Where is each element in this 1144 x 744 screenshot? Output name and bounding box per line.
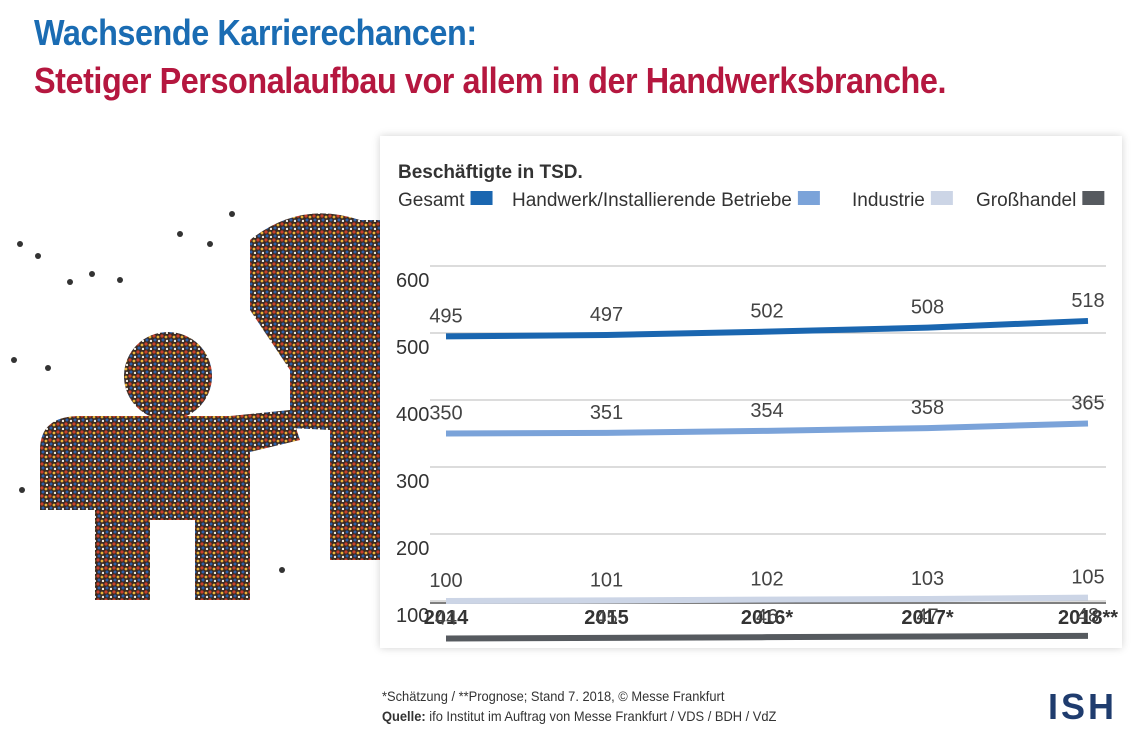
chart-title: Beschäftigte in TSD. bbox=[398, 162, 583, 183]
data-label: 497 bbox=[590, 304, 623, 326]
data-label: 350 bbox=[429, 403, 462, 425]
data-label: 502 bbox=[750, 301, 783, 323]
data-label: 46 bbox=[756, 606, 778, 628]
data-label: 508 bbox=[911, 297, 944, 319]
legend-swatch bbox=[1082, 191, 1105, 205]
data-label: 100 bbox=[429, 570, 462, 592]
data-label: 351 bbox=[590, 402, 623, 424]
source-text: ifo Institut im Auftrag von Messe Frankf… bbox=[425, 708, 777, 724]
series-line bbox=[445, 594, 1089, 604]
chart-series: 495 497 502 508 518 350 351 354 358 365 100 101 102 1… bbox=[429, 290, 1105, 642]
crowd-figure-body bbox=[40, 410, 300, 600]
x-tick-label: 2018** bbox=[1058, 607, 1118, 629]
data-label: 48 bbox=[1077, 605, 1099, 627]
data-label: 365 bbox=[1071, 392, 1104, 414]
legend-label: Industrie bbox=[852, 190, 925, 211]
y-axis: 100 200 300 400 500 600 bbox=[396, 270, 429, 627]
crowd-illustration bbox=[11, 211, 380, 600]
y-tick-label: 400 bbox=[396, 404, 429, 426]
data-label: 518 bbox=[1071, 290, 1104, 312]
series-line bbox=[445, 632, 1089, 642]
chart-panel: Beschäftigte in TSD. Gesamt Handwerk/Inst… bbox=[380, 136, 1122, 648]
crowd-scattered-people bbox=[11, 211, 285, 573]
legend-swatch bbox=[470, 191, 493, 205]
crowd-figure-right bbox=[250, 213, 380, 561]
series-line bbox=[445, 420, 1089, 437]
y-tick-label: 300 bbox=[396, 471, 429, 493]
ish-logo: ISH bbox=[1048, 686, 1118, 727]
series-line bbox=[445, 317, 1089, 340]
legend-swatch bbox=[930, 191, 953, 205]
line-chart: Beschäftigte in TSD. Gesamt Handwerk/Inst… bbox=[396, 162, 1118, 642]
data-label: 103 bbox=[911, 568, 944, 590]
x-tick-label: 2016* bbox=[741, 607, 793, 629]
crowd-figure-head bbox=[124, 332, 212, 420]
y-tick-label: 100 bbox=[396, 605, 429, 627]
data-label: 47 bbox=[916, 606, 938, 628]
data-label: 105 bbox=[1071, 567, 1104, 589]
data-label: 495 bbox=[429, 305, 462, 327]
x-tick-label: 2015 bbox=[584, 607, 629, 629]
x-tick-label: 2014 bbox=[424, 607, 469, 629]
y-tick-label: 500 bbox=[396, 337, 429, 359]
legend-label: Handwerk/Installierende Betriebe bbox=[512, 190, 792, 211]
legend-label: Großhandel bbox=[976, 190, 1076, 211]
y-tick-label: 200 bbox=[396, 538, 429, 560]
y-tick-label: 600 bbox=[396, 270, 429, 292]
source-label: Quelle: bbox=[382, 708, 426, 724]
x-tick-label: 2017* bbox=[901, 607, 953, 629]
data-label: 44 bbox=[435, 608, 457, 630]
data-label: 102 bbox=[750, 569, 783, 591]
footnote: *Schätzung / **Prognose; Stand 7. 2018, … bbox=[382, 688, 725, 704]
data-label: 354 bbox=[750, 400, 783, 422]
legend-label: Gesamt bbox=[398, 190, 465, 211]
legend-swatch bbox=[797, 191, 820, 205]
data-label: 45 bbox=[595, 607, 617, 629]
data-label: 101 bbox=[590, 569, 623, 591]
data-label: 358 bbox=[911, 397, 944, 419]
chart-legend: Gesamt Handwerk/Installierende Betriebe In… bbox=[398, 190, 1105, 211]
x-axis: 2014 2015 2016* 2017* 2018** bbox=[424, 602, 1118, 629]
title-line-2: Stetiger Personalaufbau vor allem in der… bbox=[34, 60, 947, 101]
source-line: Quelle: ifo Institut im Auftrag von Mess… bbox=[382, 708, 776, 724]
title-line-1: Wachsende Karrierechancen: bbox=[34, 12, 477, 53]
